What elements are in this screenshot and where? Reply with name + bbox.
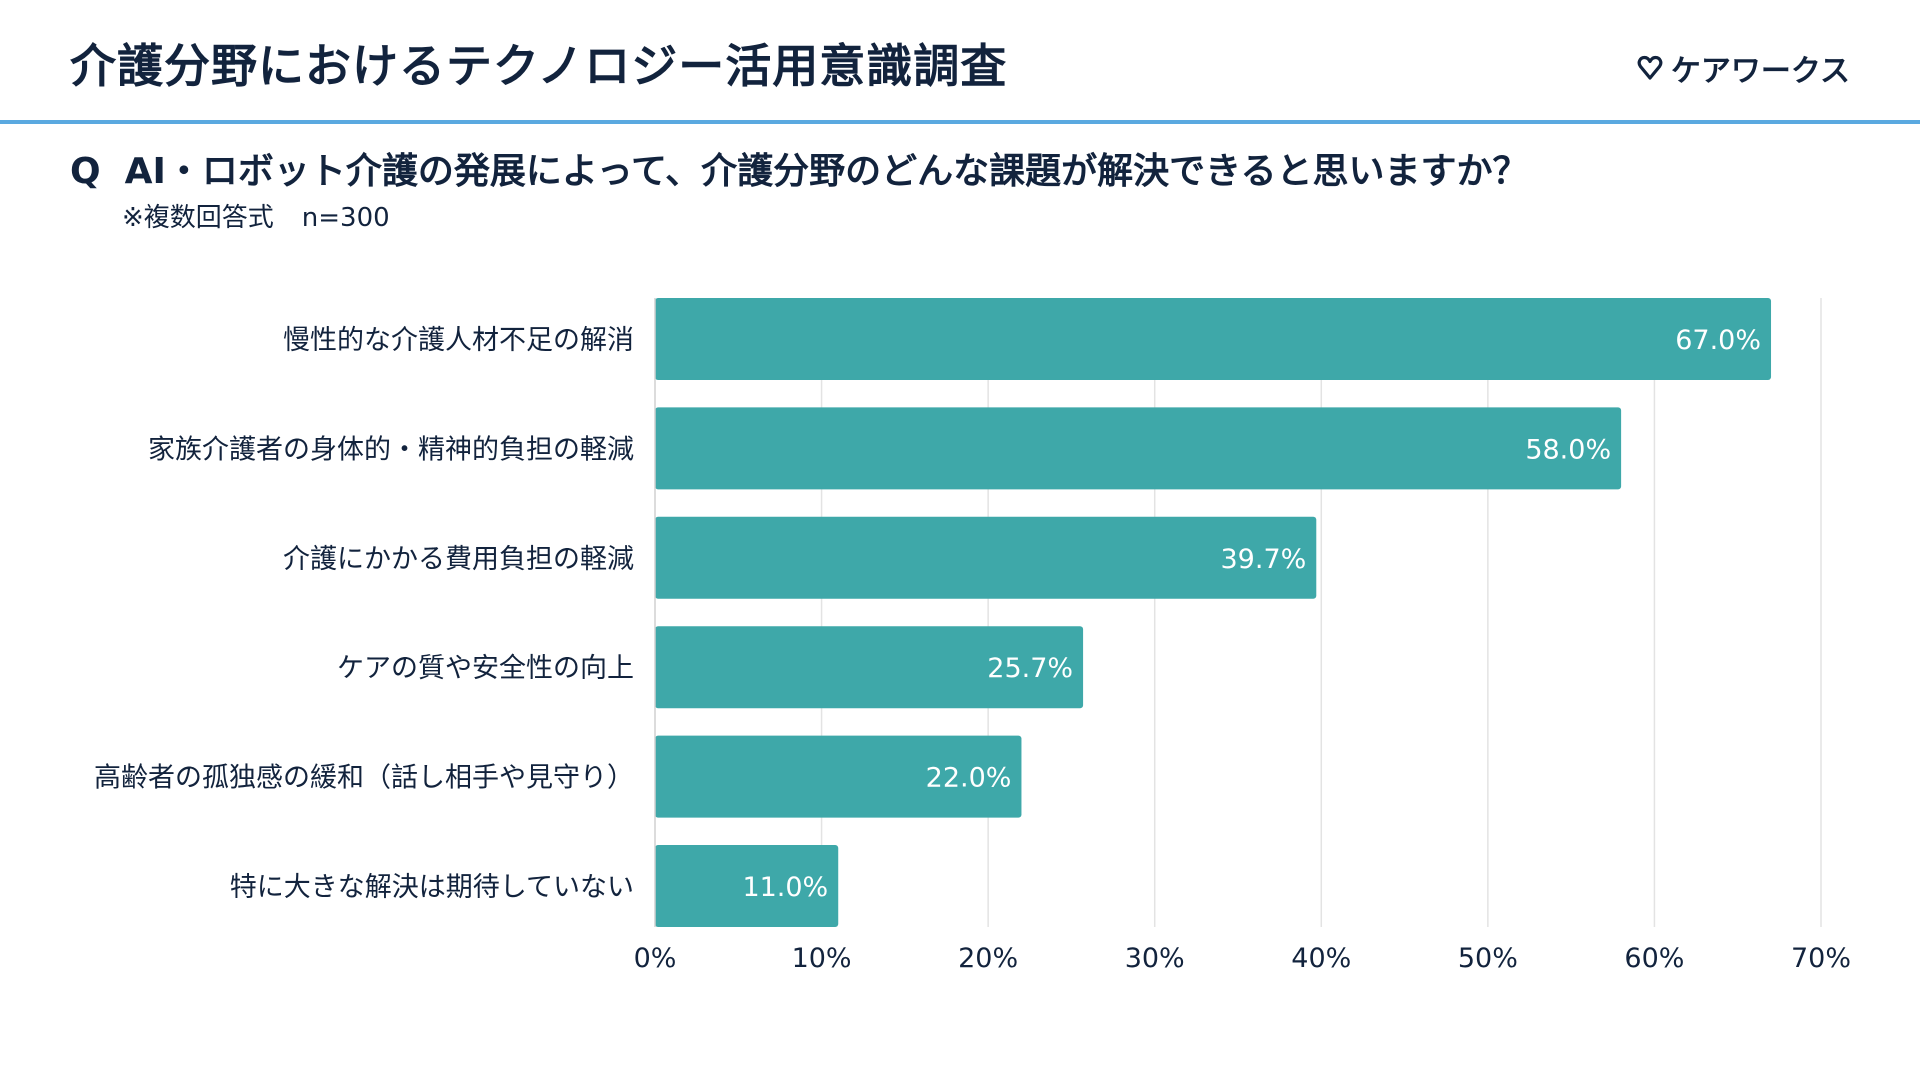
category-label-2: 介護にかかる費用負担の軽減: [283, 544, 634, 575]
x-tick-label-40: 40%: [1291, 943, 1351, 974]
bar-5: [655, 845, 839, 927]
bar-0: [655, 298, 1772, 380]
bar-3: [655, 626, 1084, 709]
x-tick-label-30: 30%: [1125, 943, 1185, 974]
value-label-1: 58.0%: [1525, 434, 1611, 465]
x-tick-label-0: 0%: [634, 943, 677, 974]
bar-2: [655, 516, 1317, 599]
answer-type-note: ※複数回答式: [122, 203, 274, 233]
category-label-3: ケアの質や安全性の向上: [337, 653, 634, 684]
sample-size: n=300: [301, 203, 390, 233]
x-tick-label-20: 20%: [958, 943, 1018, 974]
x-tick-label-60: 60%: [1624, 943, 1684, 974]
header: 介護分野におけるテクノロジー活用意識調査 ケアワークス: [0, 0, 1920, 122]
x-tick-label-10: 10%: [792, 943, 852, 974]
category-label-5: 特に大きな解決は期待していない: [230, 872, 634, 903]
bar-4: [655, 735, 1022, 818]
heart-icon: [1637, 55, 1663, 80]
question-heading: Q AI・ロボット介護の発展によって、介護分野のどんな課題が解決できると思いますか…: [70, 142, 1528, 194]
header-divider: [0, 120, 1920, 124]
value-label-3: 25.7%: [987, 653, 1073, 684]
x-tick-label-70: 70%: [1791, 943, 1851, 974]
question-text: AI・ロボット介護の発展によって、介護分野のどんな課題が解決できると思いますか？: [124, 151, 1529, 192]
category-label-1: 家族介護者の身体的・精神的負担の軽減: [148, 434, 634, 465]
value-label-5: 11.0%: [742, 872, 828, 903]
page-title: 介護分野におけるテクノロジー活用意識調査: [70, 39, 1008, 93]
brand-logo: ケアワークス: [1637, 46, 1850, 90]
category-label-0: 慢性的な介護人材不足の解消: [283, 325, 634, 356]
value-label-0: 67.0%: [1675, 325, 1761, 356]
value-label-2: 39.7%: [1221, 544, 1307, 575]
question-prefix: Q: [70, 151, 101, 192]
bar-1: [655, 407, 1622, 490]
x-tick-label-50: 50%: [1458, 943, 1518, 974]
category-label-4: 高齢者の孤独感の緩和（話し相手や見守り）: [94, 763, 634, 794]
value-label-4: 22.0%: [926, 763, 1012, 794]
brand-name: ケアワークス: [1670, 54, 1850, 89]
question-note: ※複数回答式 n=300: [122, 197, 390, 234]
